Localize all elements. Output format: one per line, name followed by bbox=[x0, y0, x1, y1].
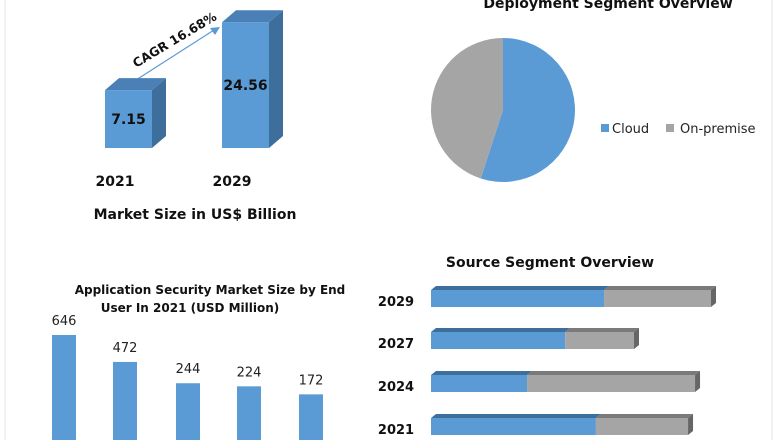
value-label-2021: 7.15 bbox=[111, 112, 146, 128]
value-label-2029: 24.56 bbox=[223, 78, 267, 94]
end-user-title-line2: User In 2021 (USD Million) bbox=[101, 301, 280, 315]
bar-top-2021 bbox=[595, 414, 694, 418]
bar-top-2029 bbox=[604, 286, 716, 290]
cagr-annotation: CAGR 16.68% bbox=[130, 8, 220, 70]
deployment-title: Deployment Segment Overview bbox=[483, 0, 732, 12]
bar-segment-2027-0 bbox=[431, 332, 566, 349]
end-user-title-line1: Application Security Market Size by End bbox=[75, 283, 346, 297]
bar-top bbox=[222, 10, 283, 23]
bar-segment-2029-0 bbox=[431, 290, 605, 307]
bar-2 bbox=[176, 383, 200, 440]
x-label-2029: 2029 bbox=[213, 174, 252, 190]
market-size-chart: Market Size in US$ Billion 2021 2029 CAG… bbox=[94, 8, 297, 223]
x-label-2021: 2021 bbox=[96, 174, 135, 190]
value-label-3: 224 bbox=[237, 365, 262, 380]
bar-side bbox=[152, 78, 166, 148]
bar-3 bbox=[237, 386, 261, 440]
cagr-arrow bbox=[135, 29, 215, 81]
category-label-2024: 2024 bbox=[378, 380, 414, 395]
cagr-arrowhead bbox=[210, 27, 220, 35]
category-label-2021: 2021 bbox=[378, 423, 414, 438]
bar-2029 bbox=[222, 22, 269, 148]
bar-segment-2027-1 bbox=[565, 332, 634, 349]
bar-top-2027 bbox=[431, 328, 571, 332]
market-size-title: Market Size in US$ Billion bbox=[94, 207, 297, 223]
bar-4 bbox=[299, 394, 323, 440]
category-label-2027: 2027 bbox=[378, 337, 414, 352]
bar-segment-2029-1 bbox=[604, 290, 711, 307]
value-label-1: 472 bbox=[113, 341, 138, 356]
bar-segment-2024-1 bbox=[527, 375, 696, 392]
source-segment-chart: Source Segment Overview 2029 2027 2024 2021 bbox=[378, 255, 716, 438]
bar-1 bbox=[113, 361, 137, 440]
bar-end-2024 bbox=[695, 371, 701, 392]
bar-2021 bbox=[105, 90, 152, 148]
legend-swatch-cloud bbox=[601, 124, 609, 132]
bar-segment-2021-1 bbox=[595, 418, 689, 435]
bar-top-2027 bbox=[565, 328, 639, 332]
bar-top-2024 bbox=[431, 371, 533, 375]
value-label-4: 172 bbox=[299, 373, 324, 388]
pie-slice-cloud bbox=[480, 38, 575, 182]
category-label-2029: 2029 bbox=[378, 295, 414, 310]
legend-swatch-on-premise bbox=[666, 124, 674, 132]
deployment-pie-chart: Deployment Segment Overview Cloud On-pre… bbox=[430, 0, 756, 182]
bar-0 bbox=[52, 335, 76, 440]
source-title: Source Segment Overview bbox=[446, 255, 654, 271]
legend-label-cloud: Cloud bbox=[612, 122, 649, 137]
bar-side bbox=[269, 10, 283, 148]
bar-segment-2024-0 bbox=[431, 375, 528, 392]
legend-label-on-premise: On-premise bbox=[680, 122, 756, 137]
end-user-chart: Application Security Market Size by End … bbox=[52, 283, 346, 440]
bar-top-2021 bbox=[431, 414, 601, 418]
bar-end-2027 bbox=[634, 328, 639, 349]
value-label-2: 244 bbox=[176, 362, 201, 377]
bar-segment-2021-0 bbox=[431, 418, 596, 435]
bar-end-2021 bbox=[688, 414, 694, 435]
bar-end-2029 bbox=[711, 286, 716, 307]
bar-top-2029 bbox=[431, 286, 610, 290]
bar-top bbox=[105, 78, 166, 91]
value-label-0: 646 bbox=[52, 314, 77, 329]
pie-slice-on-premise bbox=[430, 38, 503, 179]
bar-top-2024 bbox=[527, 371, 701, 375]
